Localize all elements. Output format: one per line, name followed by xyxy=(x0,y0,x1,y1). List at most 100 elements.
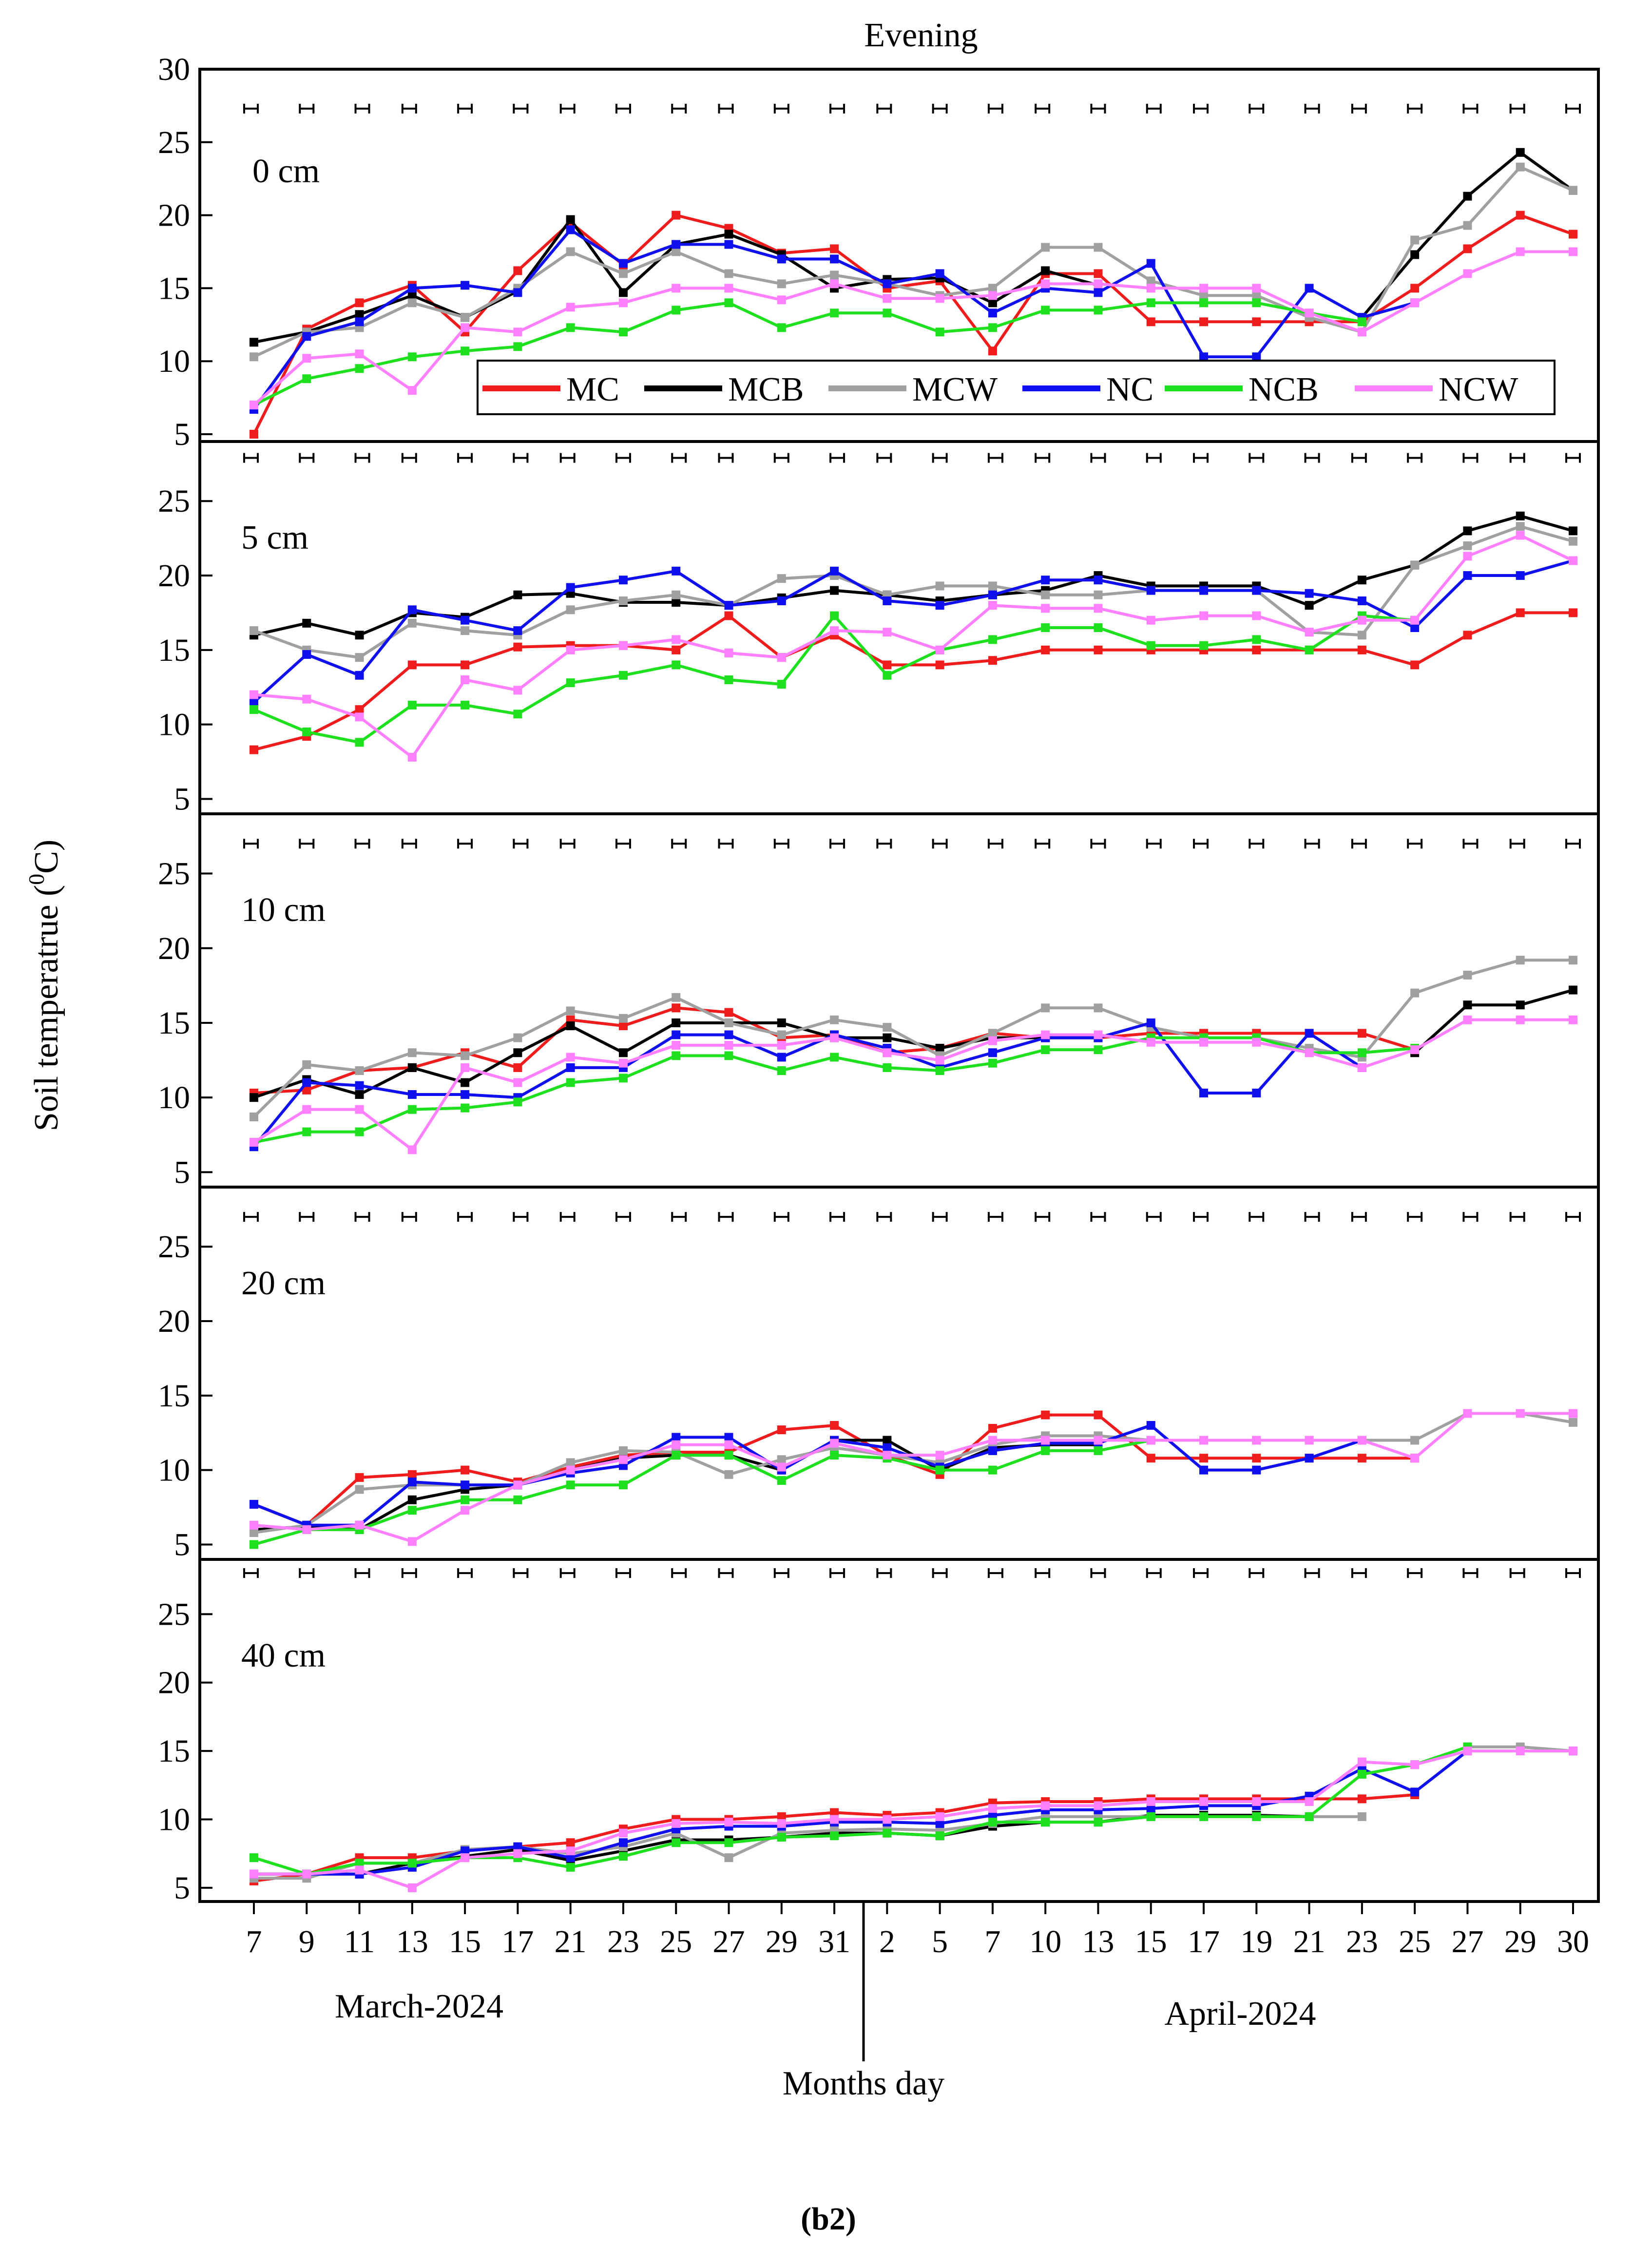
data-point-ncw xyxy=(883,1451,892,1460)
data-point-ncw xyxy=(672,635,681,644)
data-point-ncw xyxy=(1357,1436,1366,1445)
data-point-ncw xyxy=(830,1815,839,1824)
panels-layer: 5 10 15 20 25 30 0 cm 5 10 15 20 25 5 cm 5 10 15 20 25 10 … xyxy=(158,52,1581,1906)
x-tick-label: 21 xyxy=(555,1924,587,1959)
data-point-mcw xyxy=(1516,522,1525,531)
x-tick-label: 31 xyxy=(818,1924,850,1959)
y-tick-label: 5 xyxy=(174,1870,190,1906)
legend-label-mcb: MCB xyxy=(728,371,804,408)
error-bar xyxy=(299,103,315,114)
panel-2: 5 10 15 20 25 5 cm xyxy=(158,453,1581,817)
x-tick-label: 25 xyxy=(660,1924,692,1959)
data-point-ncw xyxy=(355,349,364,359)
x-axis-title: Months day xyxy=(783,2065,945,2102)
data-point-nc xyxy=(777,1053,786,1062)
panel-1: 5 10 15 20 25 30 0 cm xyxy=(158,52,1581,452)
error-bar xyxy=(773,1568,789,1578)
data-point-ncw xyxy=(1252,1436,1261,1445)
data-point-ncw xyxy=(407,752,417,762)
data-point-mc xyxy=(1252,317,1261,326)
error-bar xyxy=(1146,453,1162,463)
data-point-nc xyxy=(672,1030,681,1039)
data-point-ncw xyxy=(1463,269,1472,278)
data-point-ncw xyxy=(1516,1409,1525,1418)
data-point-ncw xyxy=(1410,1045,1420,1055)
error-bar xyxy=(1146,839,1162,849)
panel-3: 5 10 15 20 25 10 cm xyxy=(158,839,1581,1190)
data-point-mcb xyxy=(883,1436,892,1445)
data-point-ncw xyxy=(1146,1436,1155,1445)
error-bar xyxy=(987,103,1003,114)
data-point-ncw xyxy=(935,1056,944,1065)
y-tick-label: 10 xyxy=(158,1453,190,1488)
data-point-mc xyxy=(1410,284,1420,293)
legend-label-mcw: MCW xyxy=(912,371,998,408)
error-bar xyxy=(829,1212,845,1222)
data-point-nc xyxy=(250,697,258,707)
data-point-ncw xyxy=(1516,531,1525,540)
data-point-ncw xyxy=(1410,615,1420,625)
data-point-ncb xyxy=(1094,1446,1103,1455)
data-point-ncb xyxy=(513,1097,522,1107)
data-point-nc xyxy=(461,615,470,625)
data-point-nc xyxy=(883,596,892,605)
data-point-ncb xyxy=(1199,641,1209,650)
data-point-mcb xyxy=(988,298,997,307)
error-bar xyxy=(559,103,576,114)
error-bar xyxy=(932,453,948,463)
data-point-ncb xyxy=(988,1465,997,1475)
data-point-nc xyxy=(777,254,786,264)
data-point-nc xyxy=(1410,1787,1420,1797)
error-bar xyxy=(1249,103,1265,114)
data-point-mcw xyxy=(1094,243,1103,252)
data-point-ncw xyxy=(1569,1747,1577,1756)
data-point-nc xyxy=(407,605,417,615)
error-bar xyxy=(401,103,417,114)
data-point-ncw xyxy=(777,1040,786,1050)
error-bar xyxy=(1193,1212,1209,1222)
error-bar xyxy=(1407,103,1423,114)
data-point-mc xyxy=(407,660,417,670)
x-tick-label: 17 xyxy=(501,1924,534,1959)
data-point-ncb xyxy=(1094,306,1103,315)
error-bar xyxy=(513,839,529,849)
data-point-ncb xyxy=(883,671,892,680)
data-point-mcw xyxy=(1410,235,1420,245)
data-point-mcb xyxy=(618,288,628,297)
data-point-ncb xyxy=(1041,1818,1050,1827)
x-tick-label: 23 xyxy=(607,1924,639,1959)
data-point-mcw xyxy=(1146,276,1155,286)
data-point-mc xyxy=(1357,1794,1366,1804)
error-bar xyxy=(829,103,845,114)
error-bar xyxy=(671,839,687,849)
data-point-mc xyxy=(724,611,733,620)
data-point-mc xyxy=(1252,645,1261,654)
error-bar xyxy=(1146,103,1162,114)
data-point-mcb xyxy=(1463,526,1472,536)
data-point-mcw xyxy=(724,1018,733,1027)
data-point-nc xyxy=(1516,571,1525,580)
data-point-ncb xyxy=(935,1066,944,1075)
data-point-ncb xyxy=(513,710,522,719)
data-point-ncw xyxy=(830,1439,839,1448)
data-point-ncw xyxy=(1146,1037,1155,1047)
data-point-ncw xyxy=(302,1869,311,1879)
error-bar xyxy=(243,103,259,114)
error-bar xyxy=(299,839,315,849)
data-point-ncb xyxy=(1252,635,1261,644)
data-point-ncw xyxy=(302,1525,311,1534)
data-point-nc xyxy=(618,576,628,585)
data-point-mcw xyxy=(1041,1003,1050,1013)
data-point-nc xyxy=(513,288,522,297)
data-point-ncw xyxy=(935,1812,944,1821)
x-tick-label: 27 xyxy=(1451,1924,1483,1959)
error-bar xyxy=(1193,103,1209,114)
error-bar xyxy=(1090,103,1106,114)
data-point-nc xyxy=(407,284,417,293)
error-bar xyxy=(513,1212,529,1222)
data-point-ncw xyxy=(672,1440,681,1449)
error-bar xyxy=(876,1568,892,1578)
data-point-ncw xyxy=(724,1440,733,1449)
data-point-mc xyxy=(883,660,892,670)
data-point-mc xyxy=(250,430,258,439)
